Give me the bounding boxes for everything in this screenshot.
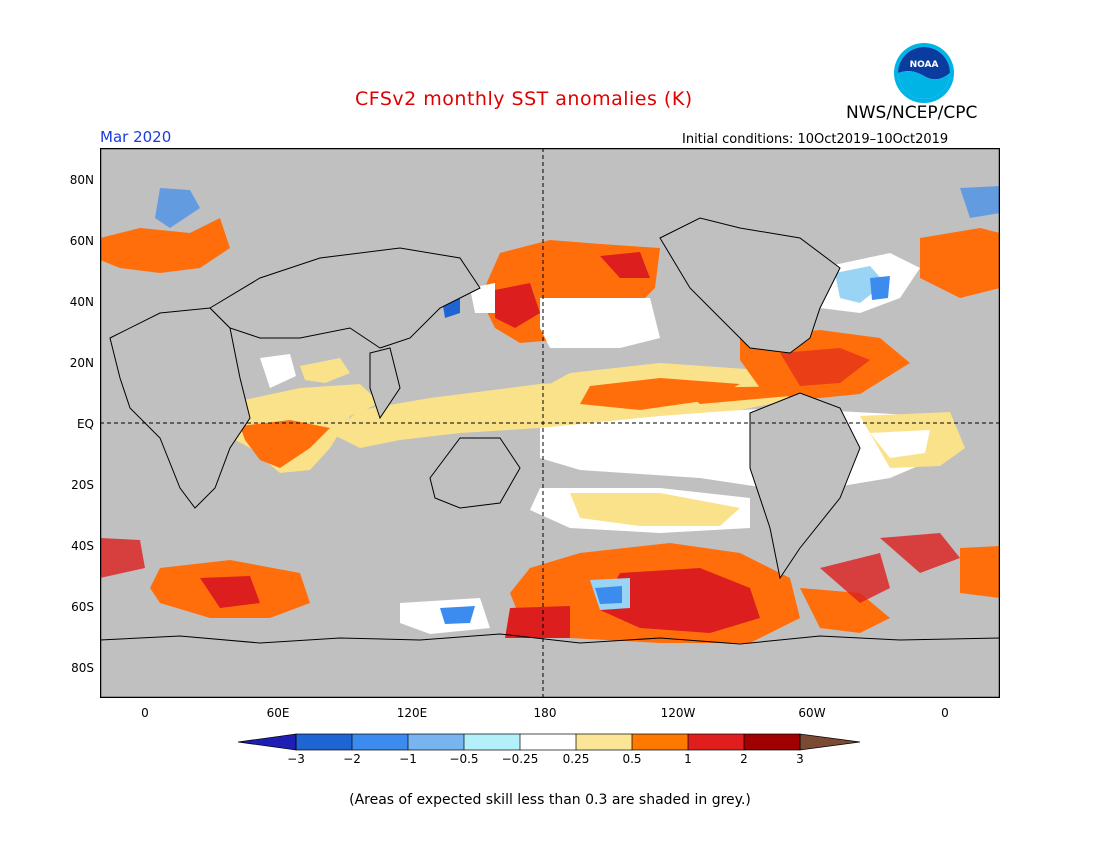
lat-tick: 40S bbox=[71, 539, 94, 553]
legend-label: 3 bbox=[796, 752, 804, 766]
lon-tick: 0 bbox=[141, 706, 149, 720]
legend-label: −0.5 bbox=[449, 752, 479, 766]
lon-tick: 60W bbox=[798, 706, 826, 720]
agency-label: NWS/NCEP/CPC bbox=[846, 103, 978, 123]
noaa-logo: NOAA bbox=[893, 42, 955, 104]
legend-swatch bbox=[632, 734, 688, 750]
forecast-month: Mar 2020 bbox=[100, 128, 172, 146]
lon-tick: 120W bbox=[660, 706, 696, 720]
lat-tick: EQ bbox=[76, 417, 94, 431]
chart-title: CFSv2 monthly SST anomalies (K) bbox=[355, 88, 693, 110]
lat-tick: 60S bbox=[71, 600, 94, 614]
logo-text: NOAA bbox=[910, 60, 939, 70]
legend-swatch bbox=[576, 734, 632, 750]
lat-tick: 20N bbox=[69, 356, 94, 370]
initial-conditions: Initial conditions: 10Oct2019–10Oct2019 bbox=[682, 132, 949, 147]
lat-tick: 60N bbox=[69, 234, 94, 248]
legend-label: −1 bbox=[399, 752, 417, 766]
legend-swatch-below--3 bbox=[238, 734, 296, 750]
legend-swatch bbox=[688, 734, 744, 750]
lon-tick: 0 bbox=[941, 706, 949, 720]
lat-tick: 40N bbox=[69, 295, 94, 309]
legend-label: −3 bbox=[287, 752, 305, 766]
legend-label: 0.5 bbox=[622, 752, 642, 766]
legend-swatch bbox=[464, 734, 520, 750]
legend-swatch bbox=[296, 734, 352, 750]
legend-swatch bbox=[352, 734, 408, 750]
coastlines bbox=[100, 217, 1000, 698]
lat-tick: 80N bbox=[69, 173, 94, 187]
anomaly-map bbox=[100, 148, 1000, 698]
legend-label: 1 bbox=[684, 752, 692, 766]
legend-swatch-above-3 bbox=[800, 734, 860, 750]
lon-tick: 60E bbox=[266, 706, 290, 720]
lat-tick: 80S bbox=[71, 661, 94, 675]
lat-tick: 20S bbox=[71, 478, 94, 492]
legend-swatch bbox=[520, 734, 576, 750]
antarctica-coast bbox=[100, 633, 1000, 645]
legend-swatch bbox=[408, 734, 464, 750]
legend-label: −0.25 bbox=[501, 752, 539, 766]
footnote: (Areas of expected skill less than 0.3 a… bbox=[349, 792, 751, 808]
color-legend bbox=[238, 733, 861, 751]
legend-label: −2 bbox=[343, 752, 361, 766]
lon-tick: 180 bbox=[533, 706, 557, 720]
lon-tick: 120E bbox=[396, 706, 428, 720]
anomaly-fields bbox=[100, 186, 1000, 643]
map-frame bbox=[100, 148, 1000, 698]
legend-swatch bbox=[744, 734, 800, 750]
legend-label: 2 bbox=[740, 752, 748, 766]
legend-label: 0.25 bbox=[562, 752, 590, 766]
